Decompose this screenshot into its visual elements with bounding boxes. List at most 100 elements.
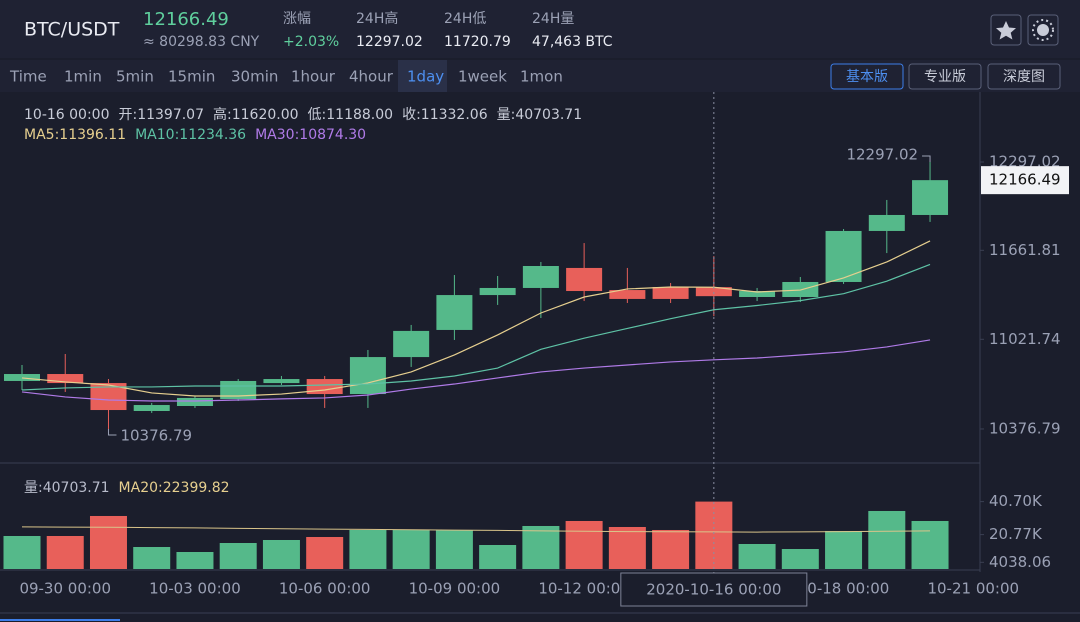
cny-price: ≈ 80298.83 CNY [143,34,260,50]
tab[interactable]: 1week [458,68,507,86]
star-icon [996,21,1016,40]
last-price-box [981,166,1069,195]
stat-value: 47,463 BTC [532,34,613,50]
legend-item: MA10:11234.36 [135,127,246,143]
volume-bar [565,520,603,569]
max-label: 12297.02 [846,146,918,164]
stat-label: 24H低 [444,11,486,27]
view-button[interactable] [830,63,904,90]
candle-body [912,180,949,215]
last-price-label: 12166.49 [989,171,1061,189]
stat-label: 24H高 [356,10,398,27]
volume-bar [306,536,344,569]
y-tick-label: 11661.81 [989,241,1061,259]
volume-bar [435,529,473,569]
candle-body [652,286,689,299]
view-button[interactable] [987,63,1061,90]
y-tick-label: 12297.02 [989,153,1061,171]
tab-active-bg [398,60,447,92]
stat-label: 涨幅 [283,11,311,27]
volume-bar [176,551,214,569]
tab[interactable]: 4hour [349,68,394,86]
x-tick-label: 10-18 00:00 [798,580,890,598]
candle-body [393,330,430,358]
x-tick-label: 10-06 00:00 [279,580,371,598]
tabs: Time 1min 5min 15min 30min 1hour 4hour 1day 1wee… [9,60,563,92]
header-bar [0,0,1080,58]
volume-legend: 量:40703.71 MA20:22399.82 [24,480,230,496]
volume-bar [911,520,949,569]
view-buttons: 基本版 专业版 深度图 [830,63,1061,90]
candle-body [609,290,646,299]
view-button-label[interactable]: 基本版 [846,68,888,85]
info-item: 10-16 00:00 [24,107,109,123]
tab[interactable]: 5min [116,68,154,86]
legend-item: MA5:11396.11 [24,127,126,143]
crosshair-box [620,572,808,607]
y-tick-label: 40.70K [989,492,1043,510]
candle-body [4,374,40,381]
candle-body [479,287,516,296]
candle-body [47,374,84,384]
tab[interactable]: 30min [231,68,278,86]
x-tick-label: 10-09 00:00 [409,580,501,598]
legend-item: MA30:10874.30 [255,127,366,143]
ma-line [21,339,931,402]
tab[interactable]: 1min [64,68,102,86]
tab[interactable]: 1day [407,68,444,86]
candle-body [522,265,559,288]
ma-legend: MA5:11396.11 MA10:11234.36 MA30:10874.30 [24,127,366,143]
volume-bar [781,548,819,569]
candle-body [133,405,170,412]
min-connector [107,428,117,436]
volume-bar [219,542,257,569]
candle-body [695,287,732,297]
view-button[interactable] [908,63,982,90]
volume-bar [652,529,690,569]
candle-body [825,230,862,282]
ma-line [21,263,931,391]
info-item: 量:40703.71 [497,107,583,123]
volume-bar [133,546,171,569]
crosshair-label: 2020-10-16 00:00 [646,581,781,599]
x-tick-label: 10-03 00:00 [149,580,241,598]
volume-bar [868,510,906,569]
stat-value: +2.03% [283,34,339,50]
min-label: 10376.79 [120,426,192,444]
candle-body [868,214,905,231]
legend-item: 量:40703.71 [24,480,110,496]
last-price: 12166.49 [143,9,229,30]
volume-bar [89,515,127,569]
y-tick-label: 11021.74 [989,330,1061,348]
stat-label: 24H量 [532,11,574,27]
tab[interactable]: 1mon [520,68,563,86]
tab[interactable]: 15min [168,68,215,86]
volume-bar [825,530,863,569]
tab[interactable]: Time [9,68,47,86]
candle-body [306,379,343,395]
x-tick-label: 09-30 00:00 [19,580,111,598]
view-button-label[interactable]: 深度图 [1003,69,1045,85]
candle-body [739,291,776,298]
pair: BTC/USDT [24,19,120,41]
y-tick-label: 20.77K [989,525,1043,543]
volume-bar [479,544,517,569]
max-connector [922,155,931,163]
volume-bar [522,525,560,569]
candle-body [436,295,473,330]
volume-bar [3,535,41,569]
tab[interactable]: 1hour [291,68,336,86]
theme-button[interactable] [1027,14,1059,46]
info-item: 收:11332.06 [402,107,488,123]
stat-value: 12297.02 [356,34,423,50]
view-button-label[interactable]: 专业版 [924,69,966,85]
favorite-button[interactable] [990,14,1022,46]
candle-body [176,397,213,406]
ma-line [21,240,931,397]
stat-value: 11720.79 [444,34,511,50]
candle-body [566,267,603,292]
info-item: 高:11620.00 [213,106,299,123]
x-tick-label: 10-21 00:00 [927,580,1019,598]
volume-bar [392,529,430,569]
